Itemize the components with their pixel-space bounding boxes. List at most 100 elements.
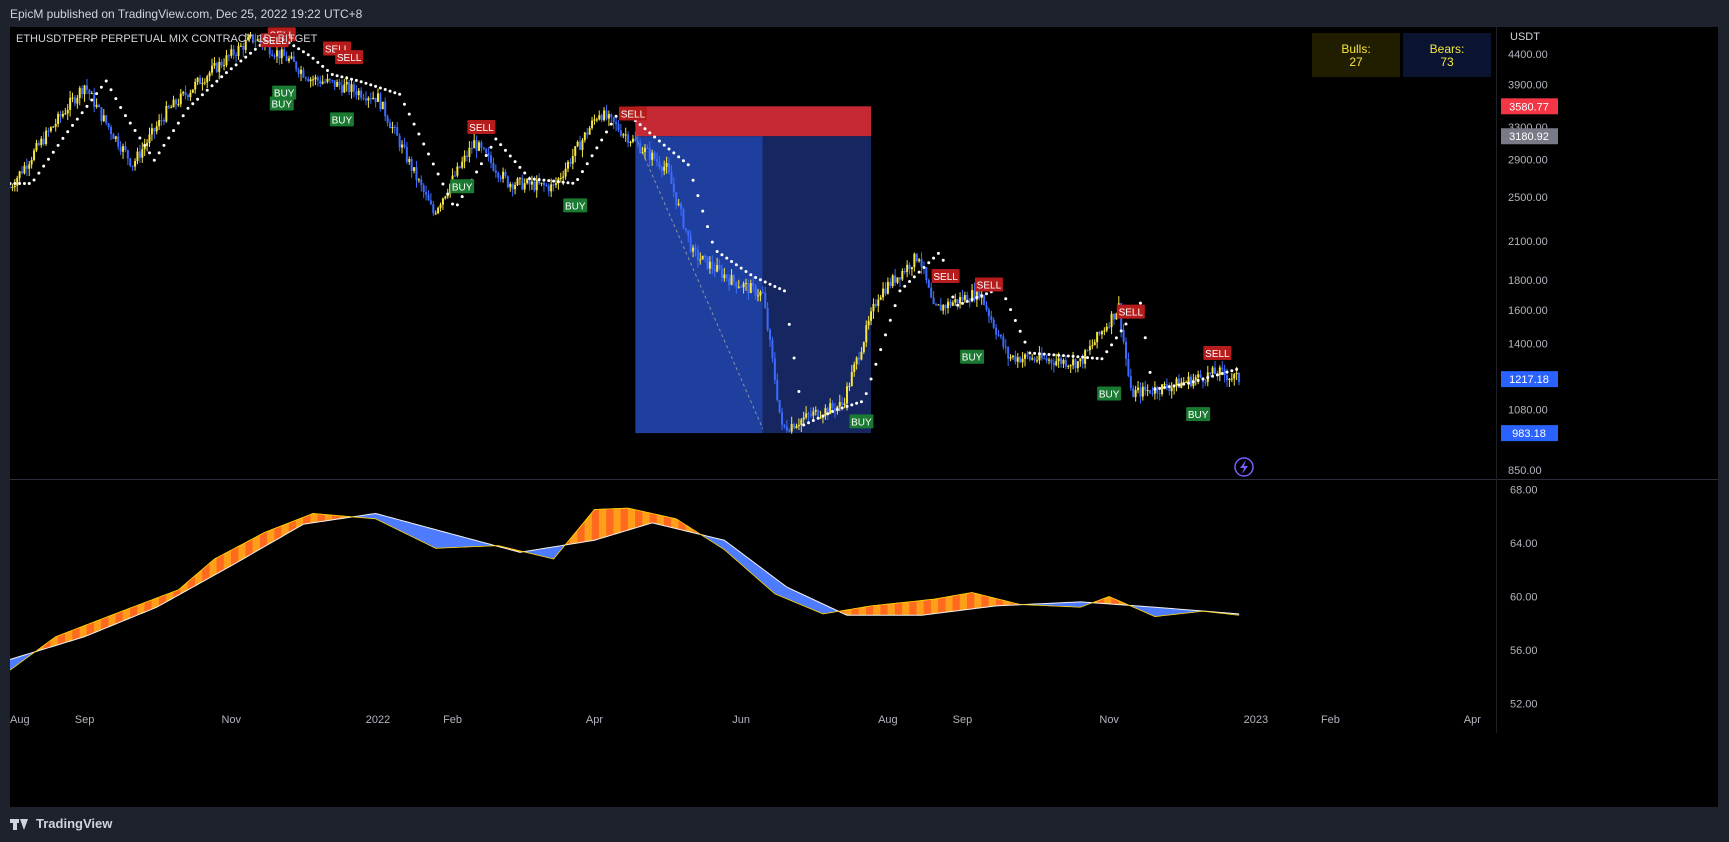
candle-body: [1031, 358, 1034, 360]
trail-dot: [701, 209, 705, 213]
osc-fill-segment: [469, 538, 473, 548]
osc-fill-segment: [204, 564, 208, 581]
osc-fill-segment: [789, 587, 792, 602]
candle-body: [785, 426, 788, 431]
candle-body: [288, 58, 291, 61]
osc-fill-segment: [791, 588, 795, 603]
trail-dot: [191, 102, 195, 106]
candle-body: [307, 78, 310, 82]
trail-dot: [869, 377, 873, 381]
osc-fill-segment: [649, 512, 653, 524]
candle-body: [781, 412, 784, 425]
osc-fill-segment: [620, 508, 624, 533]
trail-dot: [51, 150, 55, 154]
signal-bg: [960, 349, 985, 364]
candle-body: [699, 259, 702, 261]
candle-body: [843, 403, 846, 405]
osc-fill-segment: [911, 600, 915, 616]
trail-dot: [951, 295, 955, 299]
chart-area[interactable]: SELLSELLSELLSELLBUYBUYBUYSELLSELLBUYBUYS…: [10, 27, 1718, 807]
signal-text: BUY: [565, 201, 586, 212]
osc-fill-segment: [599, 508, 602, 540]
osc-fill-segment: [252, 536, 256, 554]
candle-body: [290, 56, 293, 59]
trail-dot: [547, 179, 551, 183]
osc-fill-segment: [98, 618, 102, 632]
trail-dot: [99, 85, 103, 89]
candle-body: [903, 271, 906, 273]
osc-fill-segment: [796, 591, 800, 605]
osc-fill-segment: [849, 608, 853, 616]
trail-dot: [412, 122, 416, 126]
candle-body: [1156, 387, 1159, 394]
chart-svg[interactable]: SELLSELLSELLSELLBUYBUYBUYSELLSELLBUYBUYS…: [10, 27, 1718, 807]
osc-fill-segment: [245, 540, 249, 558]
candle-body: [167, 105, 170, 108]
candle-body: [13, 185, 16, 188]
candle-body: [398, 135, 401, 148]
trail-dot: [301, 50, 305, 54]
trail-dot: [715, 249, 719, 253]
candle-body: [1079, 358, 1082, 362]
signal-text: BUY: [962, 353, 983, 364]
candle-body: [600, 115, 603, 121]
candle-body: [1011, 355, 1014, 358]
trail-dot: [95, 92, 99, 96]
osc-fill-segment: [625, 507, 629, 532]
candle-body: [1088, 346, 1091, 351]
candle-body: [174, 99, 177, 105]
trail-dot: [66, 130, 70, 134]
buy-signal: BUY: [1186, 407, 1211, 422]
candle-body: [1204, 381, 1207, 383]
trail-dot: [653, 135, 657, 139]
osc-fill-segment: [637, 509, 641, 528]
trail-dot: [427, 152, 431, 156]
trail-dot: [864, 392, 868, 396]
candle-body: [672, 183, 675, 193]
osc-fill-segment: [433, 528, 436, 549]
currency-label: USDT: [1510, 31, 1540, 43]
candle-body: [1091, 345, 1094, 347]
osc-fill-segment: [779, 581, 783, 598]
lightning-icon[interactable]: [1234, 457, 1254, 477]
sell-signal: SELL: [931, 269, 960, 284]
candle-body: [350, 84, 353, 93]
osc-fill-segment: [764, 570, 768, 589]
candle-body: [470, 147, 473, 149]
candle-body: [76, 97, 79, 104]
candle-body: [819, 417, 822, 419]
osc-fill-segment: [548, 546, 552, 559]
osc-fill-segment: [435, 529, 439, 549]
candle-body: [131, 165, 134, 167]
candle-body: [754, 285, 757, 296]
candle-body: [220, 61, 223, 66]
candle-body: [528, 179, 531, 185]
candle-body: [764, 292, 767, 308]
osc-fill-segment: [445, 531, 448, 549]
candle-body: [773, 358, 776, 381]
tradingview-logo[interactable]: TradingView: [10, 816, 112, 831]
candle-body: [184, 92, 187, 96]
candle-body: [646, 147, 649, 149]
sell-signal: SELL: [260, 33, 289, 48]
candle-body: [408, 159, 411, 162]
candle-body: [639, 143, 642, 153]
trail-dot: [893, 304, 897, 308]
price-tick-label: 3900.00: [1508, 80, 1548, 92]
osc-fill-segment: [921, 599, 925, 616]
candle-body: [1028, 356, 1031, 360]
trail-dot: [1114, 336, 1118, 340]
candle-body: [434, 213, 437, 215]
candle-body: [569, 161, 572, 164]
candle-body: [740, 286, 743, 288]
osc-fill-segment: [389, 517, 393, 528]
candle-body: [129, 158, 132, 166]
candle-body: [769, 329, 772, 340]
candle-body: [25, 165, 28, 169]
candle-body: [42, 138, 45, 145]
candle-body: [559, 178, 562, 180]
candle-body: [393, 127, 396, 129]
candle-body: [389, 122, 392, 129]
candle-body: [1163, 384, 1166, 386]
signal-bg: [849, 414, 874, 429]
